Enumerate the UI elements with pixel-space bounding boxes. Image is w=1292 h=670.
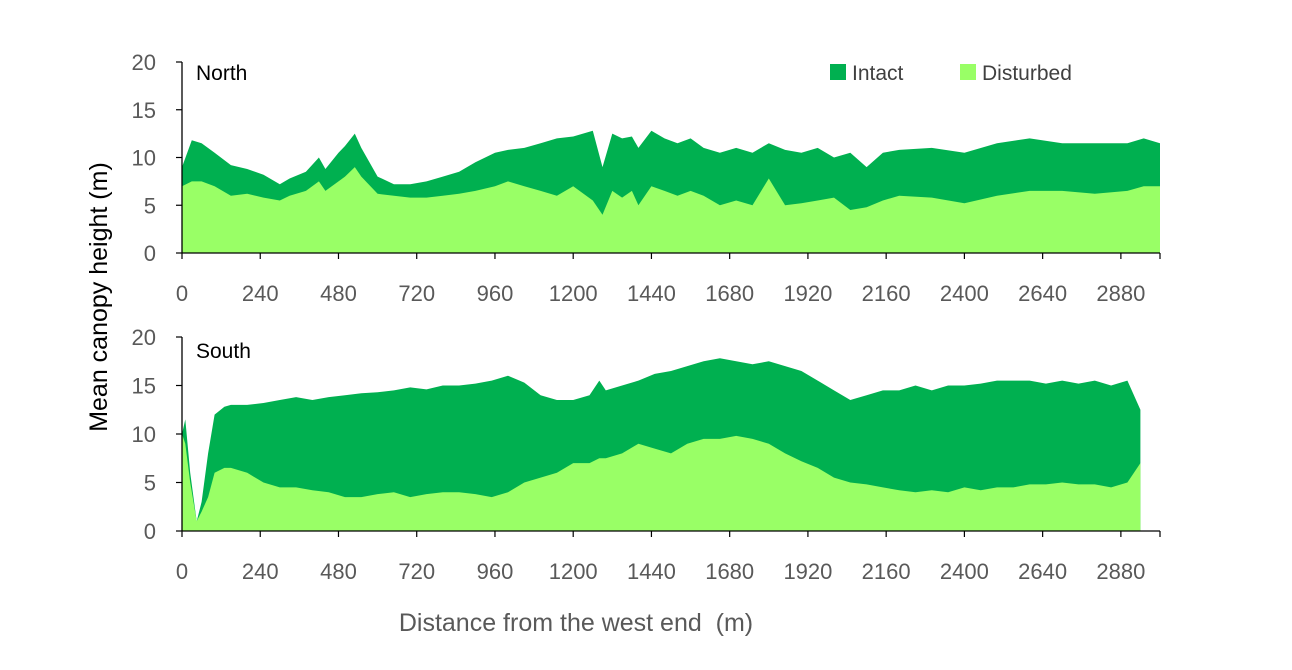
north-y-ticks: 0 5 10 15 20 [132,50,182,266]
south-panel: 0 5 10 15 20 0 240 480 720 960 1200 1440 1680 1920 21… [132,325,1161,584]
north-y-tick-label: 5 [144,193,156,218]
south-y-tick-label: 15 [132,374,156,399]
south-y-tick-label: 20 [132,325,156,350]
north-area-disturbed [182,167,1160,253]
south-x-tick-label: 0 [176,559,188,584]
south-y-tick-label: 10 [132,422,156,447]
south-x-ticks: 0 240 480 720 960 1200 1440 1680 1920 2160 2400 264… [176,531,1161,584]
south-area-disturbed [182,434,1141,531]
north-x-tick-label: 2640 [1018,281,1067,306]
north-plot-areas [182,130,1160,253]
south-area-intact [182,358,1141,531]
north-x-tick-label: 2400 [940,281,989,306]
south-x-tick-label: 1200 [549,559,598,584]
south-x-tick-label: 1920 [783,559,832,584]
north-panel-title: North [196,62,247,85]
north-x-tick-label: 2880 [1096,281,1145,306]
north-x-tick-label: 960 [477,281,514,306]
north-x-tick-label: 1920 [783,281,832,306]
north-x-ticks: 0 240 480 720 960 1200 1440 1680 1920 2160 2400 264… [176,253,1161,306]
south-x-tick-label: 1440 [627,559,676,584]
south-x-tick-label: 1680 [705,559,754,584]
south-x-tick-label: 720 [398,559,435,584]
north-panel: 0 5 10 15 20 0 240 480 720 960 1200 1440 1680 1920 21… [132,50,1161,306]
south-x-tick-label: 2640 [1018,559,1067,584]
north-y-tick-label: 10 [132,146,156,171]
north-x-tick-label: 2160 [862,281,911,306]
south-plot-areas [182,358,1141,531]
legend: Intact Disturbed [830,62,1072,85]
south-y-tick-label: 0 [144,519,156,544]
north-x-tick-label: 1200 [549,281,598,306]
north-x-tick-label: 240 [242,281,279,306]
north-x-tick-label: 1680 [705,281,754,306]
legend-label-disturbed: Disturbed [982,62,1072,85]
south-x-tick-label: 240 [242,559,279,584]
south-x-tick-label: 2880 [1096,559,1145,584]
legend-label-intact: Intact [852,62,904,85]
north-x-tick-label: 720 [398,281,435,306]
north-x-tick-label: 1440 [627,281,676,306]
legend-swatch-intact [830,64,846,80]
south-x-tick-label: 2160 [862,559,911,584]
north-x-tick-label: 0 [176,281,188,306]
north-y-tick-label: 0 [144,241,156,266]
north-y-tick-label: 15 [132,98,156,123]
south-y-tick-label: 5 [144,471,156,496]
south-x-tick-label: 2400 [940,559,989,584]
legend-swatch-disturbed [960,64,976,80]
south-x-tick-label: 960 [477,559,514,584]
y-axis-title: Mean canopy height (m) [85,162,113,432]
north-y-tick-label: 20 [132,50,156,75]
x-axis-title: Distance from the west end (m) [399,609,753,637]
north-x-tick-label: 480 [320,281,357,306]
south-panel-title: South [196,340,251,363]
south-x-tick-label: 480 [320,559,357,584]
south-y-ticks: 0 5 10 15 20 [132,325,182,544]
